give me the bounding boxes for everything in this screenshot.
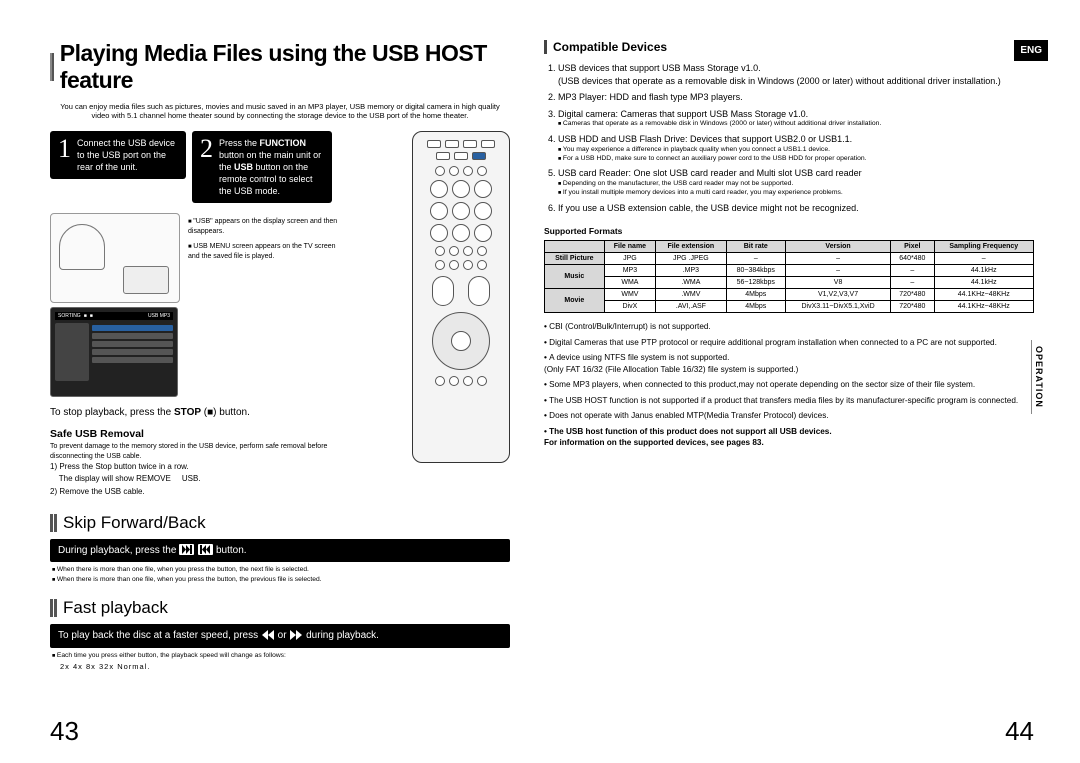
limitation-item: Digital Cameras that use PTP protocol or… (544, 337, 1034, 348)
main-title: Playing Media Files using the USB HOST f… (50, 40, 510, 94)
limitation-item-bold: The USB host function of this product do… (544, 426, 1034, 449)
compat-item-4: USB HDD and USB Flash Drive: Devices tha… (558, 133, 1034, 163)
fastforward-icon (289, 630, 303, 641)
usb-note-1: "USB" appears on the display screen and … (188, 217, 340, 236)
fast-instruction: To play back the disc at a faster speed,… (50, 624, 510, 648)
page-number-right: 44 (1005, 716, 1034, 747)
compat-item-3: Digital camera: Cameras that support USB… (558, 108, 1034, 129)
table-row: MusicMP3.MP380~384kbps––44.1kHz (545, 265, 1034, 277)
connection-diagram (50, 213, 180, 303)
table-row: MovieWMV.WMV4MbpsV1,V2,V3,V7720*48044.1K… (545, 289, 1034, 301)
remote-control-diagram (412, 131, 510, 463)
safe-removal-desc: To prevent damage to the memory stored i… (50, 442, 340, 461)
skip-instruction: During playback, press the button. (50, 539, 510, 563)
step-2-text: Press the FUNCTION button on the main un… (219, 137, 324, 198)
rewind-icon (261, 630, 275, 641)
step-2-number: 2 (200, 137, 213, 160)
usb-note-2: USB MENU screen appears on the TV screen… (188, 242, 340, 261)
fast-notes: Each time you press either button, the p… (50, 651, 510, 660)
step-1-number: 1 (58, 137, 71, 160)
heading-bar-icon (544, 40, 547, 54)
fast-note: Each time you press either button, the p… (52, 651, 510, 660)
page-44: Compatible Devices USB devices that supp… (544, 40, 1034, 743)
usb-notes: "USB" appears on the display screen and … (188, 213, 340, 397)
compat-item-5: USB card Reader: One slot USB card reade… (558, 167, 1034, 197)
compat-item-2: MP3 Player: HDD and flash type MP3 playe… (558, 91, 1034, 104)
table-row: DivX.AVI,.ASF4MbpsDivX3.11~DivX5.1,XviD7… (545, 301, 1034, 313)
skip-prev-next-icon (179, 545, 213, 556)
limitation-item: CBI (Control/Bulk/Interrupt) is not supp… (544, 321, 1034, 332)
limitation-item: Some MP3 players, when connected to this… (544, 379, 1034, 390)
heading-bar-icon (50, 599, 57, 617)
compat-item-1: USB devices that support USB Mass Storag… (558, 62, 1034, 87)
stop-playback-line: To stop playback, press the STOP (■) but… (50, 407, 340, 418)
page-43: Playing Media Files using the USB HOST f… (50, 40, 510, 743)
speed-list: 2x 4x 8x 32x Normal. (50, 662, 510, 671)
supported-formats-table: File name File extension Bit rate Versio… (544, 240, 1034, 313)
title-bar-icon (50, 53, 54, 81)
step-2: 2 Press the FUNCTION button on the main … (192, 131, 332, 204)
skip-note-2: When there is more than one file, when y… (52, 575, 510, 584)
table-header-row: File name File extension Bit rate Versio… (545, 241, 1034, 253)
safe-step-1: 1) Press the Stop button twice in a row.… (50, 461, 340, 483)
compatible-devices-list: USB devices that support USB Mass Storag… (544, 62, 1034, 218)
compatible-devices-heading: Compatible Devices (544, 40, 1034, 54)
limitation-item: The USB HOST function is not supported i… (544, 395, 1034, 406)
compat-item-6: If you use a USB extension cable, the US… (558, 202, 1034, 215)
supported-formats-label: Supported Formats (544, 226, 1034, 236)
intro-text: You can enjoy media files such as pictur… (50, 98, 510, 131)
safe-removal-steps: 1) Press the Stop button twice in a row.… (50, 461, 340, 499)
safe-step-2: 2) Remove the USB cable. (50, 486, 340, 497)
table-row: WMA.WMA56~128kbpsV8–44.1kHz (545, 277, 1034, 289)
safe-removal-heading: Safe USB Removal (50, 428, 340, 440)
fast-heading: Fast playback (50, 598, 510, 618)
page-title: Playing Media Files using the USB HOST f… (60, 40, 510, 94)
usb-menu-screen: SORTING■■USB MP3 (50, 307, 178, 397)
limitation-item: A device using NTFS file system is not s… (544, 352, 1034, 375)
limitations-list: CBI (Control/Bulk/Interrupt) is not supp… (544, 321, 1034, 452)
page-number-left: 43 (50, 716, 79, 747)
skip-notes: When there is more than one file, when y… (50, 565, 510, 584)
heading-bar-icon (50, 514, 57, 532)
step-1-text: Connect the USB device to the USB port o… (77, 137, 178, 173)
skip-note-1: When there is more than one file, when y… (52, 565, 510, 574)
section-tab-operation: OPERATION (1031, 340, 1046, 414)
step-1: 1 Connect the USB device to the USB port… (50, 131, 186, 179)
limitation-item: Does not operate with Janus enabled MTP(… (544, 410, 1034, 421)
table-row: Still PictureJPGJPG .JPEG––640*480– (545, 253, 1034, 265)
skip-heading: Skip Forward/Back (50, 513, 510, 533)
